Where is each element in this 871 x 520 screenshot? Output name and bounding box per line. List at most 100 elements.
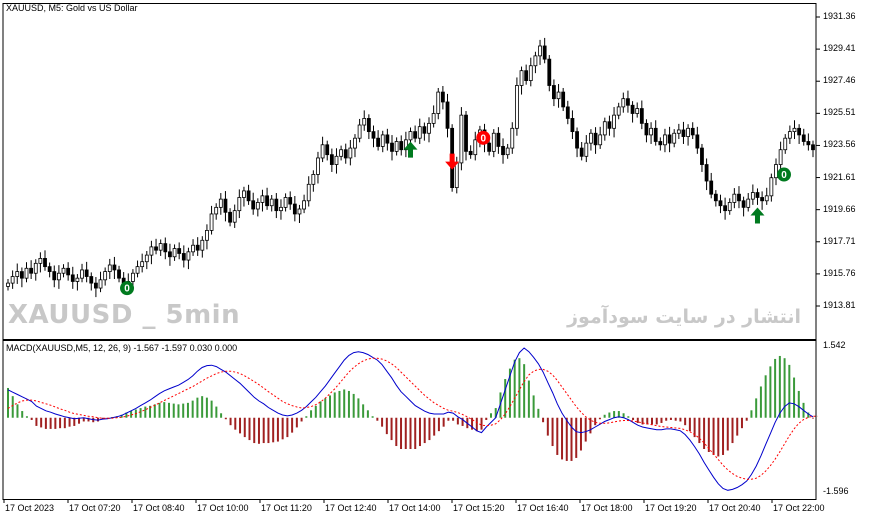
candle-body	[727, 202, 732, 212]
candle-body	[612, 114, 616, 129]
candle-body	[602, 121, 607, 136]
sell-zero-badge-icon	[476, 130, 491, 145]
candle-body	[195, 244, 200, 251]
candle-body	[491, 132, 496, 152]
candle-body	[515, 85, 519, 129]
candle-body	[19, 271, 24, 279]
candle-body	[487, 142, 492, 152]
candle-body	[131, 272, 135, 282]
candle-body	[454, 162, 459, 189]
y-tick-label: 1915.76	[823, 267, 856, 278]
candle-body	[209, 213, 214, 231]
candle-body	[538, 45, 542, 57]
candle-body	[422, 126, 427, 134]
candle-body	[15, 271, 20, 277]
candle-body	[283, 197, 288, 208]
candle-body	[265, 195, 269, 207]
candle-body	[746, 198, 751, 208]
candle-body	[811, 144, 815, 151]
candle-body	[163, 243, 168, 253]
candle-body	[778, 149, 783, 165]
candle-body	[10, 276, 15, 284]
candle-body	[440, 91, 445, 103]
sell-arrow-icon	[445, 153, 460, 170]
candle-body	[704, 164, 709, 182]
candle-body	[135, 266, 140, 274]
candle-body	[94, 282, 98, 289]
candle-body	[676, 129, 681, 134]
buy-arrow-icon	[403, 141, 418, 158]
candle-body	[621, 98, 626, 108]
candle-body	[741, 200, 746, 208]
candle-body	[552, 85, 556, 100]
candle-body	[140, 261, 145, 268]
candle-body	[52, 271, 57, 281]
candle-body	[320, 144, 325, 159]
candle-body	[302, 200, 306, 210]
y-tick-label: 1919.66	[823, 203, 856, 214]
candle-body	[288, 197, 293, 205]
candle-body	[154, 246, 158, 251]
candle-body	[764, 195, 769, 202]
candle-body	[38, 258, 43, 264]
candle-body	[690, 127, 695, 136]
candle-body	[168, 251, 172, 258]
candle-body	[228, 211, 232, 223]
candle-body	[473, 139, 478, 156]
candle-body	[649, 127, 653, 136]
candle-body	[334, 155, 339, 165]
candle-body	[117, 269, 121, 279]
candle-body	[436, 91, 441, 114]
price-panel-frame	[2, 3, 817, 340]
candle-body	[56, 272, 61, 281]
y-tick-label: 1927.46	[823, 75, 856, 86]
candle-body	[737, 193, 741, 202]
macd-series	[7, 347, 818, 491]
watermark-symbol: XAUUSD _ 5min	[8, 300, 241, 330]
candle-body	[47, 266, 52, 272]
candle-body	[103, 271, 108, 281]
candle-body	[246, 190, 251, 202]
candle-body	[639, 108, 644, 124]
candle-body	[292, 203, 297, 215]
candle-body	[149, 246, 154, 256]
candle-body	[575, 131, 579, 149]
candle-body	[33, 262, 38, 274]
candle-body	[663, 134, 667, 146]
x-tick-label: 17 Oct 12:40	[325, 503, 377, 513]
candle-body	[348, 147, 353, 159]
macd-line	[7, 347, 814, 491]
candle-body	[89, 276, 94, 284]
candle-body	[653, 127, 658, 142]
candle-body	[357, 124, 362, 139]
candle-body	[232, 210, 237, 223]
x-tick-label: 17 Oct 08:40	[133, 503, 185, 513]
candle-body	[806, 141, 811, 146]
candle-body	[255, 202, 260, 210]
candle-body	[390, 142, 394, 152]
y-tick-label: 1917.71	[823, 235, 856, 246]
candle-body	[385, 134, 390, 144]
candle-body	[260, 195, 265, 203]
candle-body	[112, 264, 117, 271]
candle-body	[223, 198, 228, 213]
candle-body	[325, 144, 330, 156]
macd-panel-frame	[2, 340, 817, 500]
candle-body	[464, 114, 468, 152]
candle-body	[366, 118, 371, 133]
candle-body	[579, 147, 584, 157]
candle-body	[158, 243, 163, 251]
candle-body	[616, 106, 621, 116]
candle-body	[403, 139, 408, 151]
candle-body	[172, 248, 177, 258]
candle-body	[593, 132, 598, 146]
candle-body	[181, 253, 186, 261]
candle-body	[607, 121, 612, 129]
candle-body	[561, 91, 566, 108]
candle-body	[501, 146, 505, 156]
x-tick-label: 17 Oct 19:20	[645, 503, 697, 513]
signal-label: 0	[124, 284, 130, 295]
candle-body	[774, 164, 778, 179]
x-tick-label: 17 Oct 15:20	[453, 503, 505, 513]
